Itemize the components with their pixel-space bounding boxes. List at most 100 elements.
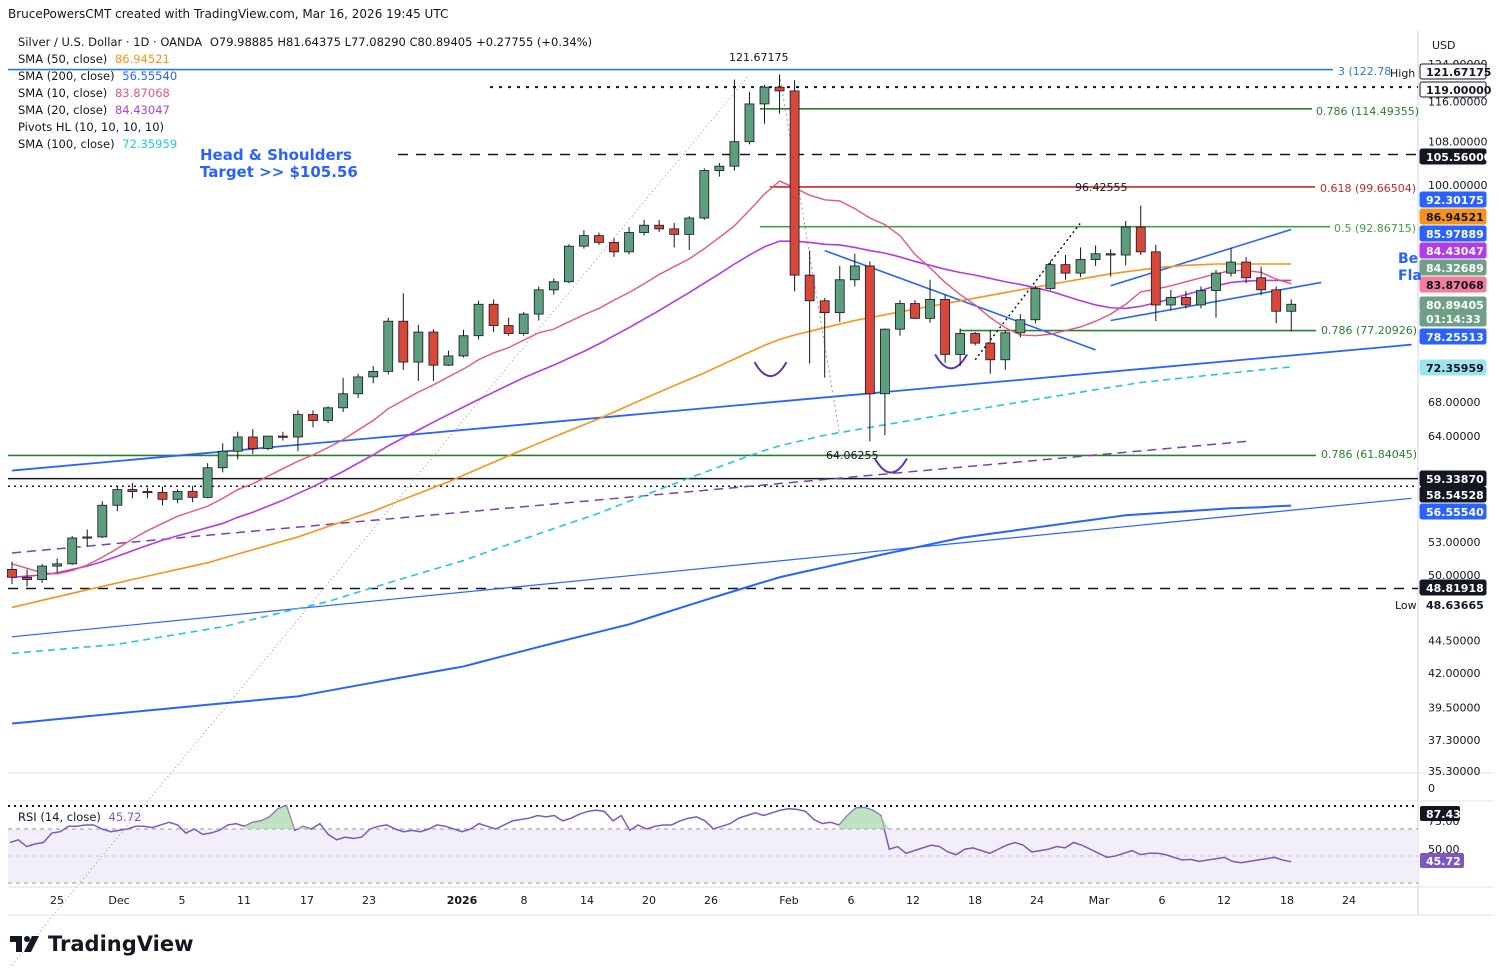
candle-down — [503, 325, 514, 334]
indicator-row[interactable]: SMA (100, close) 72.35959 — [18, 136, 592, 153]
rsi-overbought-fill — [839, 807, 898, 829]
price-badge-text: 78.25513 — [1426, 331, 1484, 344]
fib-label: 0.5 (92.86715) — [1334, 222, 1416, 235]
tradingview-logo[interactable]: TradingView — [10, 932, 193, 956]
rsi-value: 45.72 — [108, 810, 142, 824]
candle-up — [52, 563, 63, 567]
candle-up — [82, 536, 93, 539]
candle-down — [669, 228, 680, 235]
candle-up — [834, 279, 845, 314]
candle-up — [262, 435, 273, 449]
candle-down — [654, 224, 665, 230]
time-tick: 14 — [580, 894, 594, 907]
price-badge — [1419, 242, 1487, 259]
hs-line-1: Head & Shoulders — [200, 146, 352, 164]
time-axis[interactable]: 25 Dec 5 11 17 23 2026 8 14 20 26 Feb 6 12 18 24 Mar 6 12 1… — [50, 894, 1356, 907]
candle-up — [639, 224, 649, 233]
time-tick: 8 — [521, 894, 528, 907]
indicator-row[interactable]: Pivots HL (10, 10, 10, 10) — [18, 119, 592, 136]
pivot-low-label: 64.06255 — [826, 449, 879, 462]
indicator-value: 83.87068 — [111, 86, 170, 100]
candle-down — [7, 569, 17, 578]
candle-up — [217, 450, 228, 469]
candle-down — [22, 576, 32, 580]
candle-up — [1015, 319, 1026, 334]
rsi-tick: 50.00 — [1428, 843, 1460, 856]
candle-up — [714, 165, 725, 171]
indicator-row[interactable]: SMA (10, close) 83.87068 — [18, 85, 592, 102]
candle-up — [759, 86, 770, 105]
candle-up — [955, 333, 966, 355]
sma50-line — [11, 263, 1292, 609]
indicator-value: 84.43047 — [111, 103, 170, 117]
candle-down — [985, 342, 996, 361]
brand-name: TradingView — [48, 932, 194, 956]
hs-annotation[interactable]: Head & Shoulders Target >> $105.56 — [200, 147, 358, 181]
rsi-legend[interactable]: RSI (14, close) 45.72 — [18, 810, 141, 824]
time-tick: 12 — [1217, 894, 1231, 907]
time-tick: 2026 — [447, 894, 478, 907]
price-badge — [1419, 328, 1487, 345]
candle-down — [1271, 289, 1282, 312]
candle-up — [548, 281, 559, 291]
time-tick: 26 — [704, 894, 718, 907]
sma-layer — [11, 180, 1292, 725]
candle-up — [880, 328, 890, 395]
trend-line — [11, 440, 1247, 554]
candle-down — [594, 235, 604, 243]
rsi-line — [9, 804, 1292, 864]
fib-label: 0.786 (114.49355) — [1316, 105, 1419, 118]
candle-down — [864, 265, 875, 395]
candle-up — [579, 235, 589, 247]
candle-down — [428, 331, 439, 366]
pivot-swing-high-label: 96.42555 — [1075, 181, 1128, 194]
candle-down — [1060, 264, 1071, 274]
candles-layer[interactable] — [7, 74, 1297, 587]
candle-down — [398, 320, 409, 363]
price-badge-text: 84.43047 — [1426, 245, 1484, 258]
price-badge-text: 59.33870 — [1426, 473, 1484, 486]
candle-up — [458, 335, 469, 357]
pattern-arc — [934, 353, 968, 370]
time-tick: 20 — [642, 894, 656, 907]
indicator-label: SMA (10, close) — [18, 86, 108, 100]
candle-down — [157, 492, 168, 500]
time-tick: 6 — [1159, 894, 1166, 907]
low-tag: Low — [1395, 599, 1417, 612]
candle-up — [925, 299, 935, 319]
price-badge-text: 121.67175 — [1426, 66, 1491, 79]
price-badge — [1419, 276, 1487, 293]
time-tick: 24 — [1342, 894, 1356, 907]
price-tick: 35.30000 — [1428, 765, 1481, 778]
indicator-label: SMA (20, close) — [18, 103, 108, 117]
price-badge — [1419, 191, 1487, 208]
price-tick: 68.00000 — [1428, 396, 1481, 409]
hs-line-2: Target >> $105.56 — [200, 163, 358, 181]
candle-up — [729, 141, 740, 167]
currency-label: USD — [1432, 39, 1456, 52]
flag-annotation[interactable]: Be Fla — [1398, 251, 1422, 285]
candle-up — [67, 537, 78, 565]
indicator-list: SMA (50, close) 86.94521 SMA (200, close)… — [18, 51, 592, 153]
indicator-row[interactable]: SMA (50, close) 86.94521 — [18, 51, 592, 68]
symbol-name[interactable]: Silver / U.S. Dollar · 1D · OANDA — [18, 35, 203, 49]
symbol-row[interactable]: Silver / U.S. Dollar · 1D · OANDA O79.98… — [18, 34, 592, 51]
candle-up — [413, 331, 424, 363]
price-badge — [1419, 503, 1487, 520]
time-tick: Feb — [779, 894, 798, 907]
candle-up — [1196, 290, 1206, 306]
candle-up — [172, 491, 183, 500]
indicator-row[interactable]: SMA (20, close) 84.43047 — [18, 102, 592, 119]
sma200-line — [11, 504, 1292, 725]
indicator-row[interactable]: SMA (200, close) 56.55540 — [18, 68, 592, 85]
trend-line — [779, 74, 841, 436]
candle-up — [353, 376, 364, 395]
price-badge — [1419, 579, 1487, 596]
price-axis[interactable]: USD124.00000116.00000108.00000100.000006… — [1419, 39, 1492, 868]
fib-label: 0.786 (61.84045) — [1321, 448, 1417, 461]
candle-down — [488, 303, 499, 326]
price-badge — [1419, 259, 1487, 276]
candle-up — [1211, 272, 1221, 291]
indicator-label: SMA (50, close) — [18, 52, 108, 66]
